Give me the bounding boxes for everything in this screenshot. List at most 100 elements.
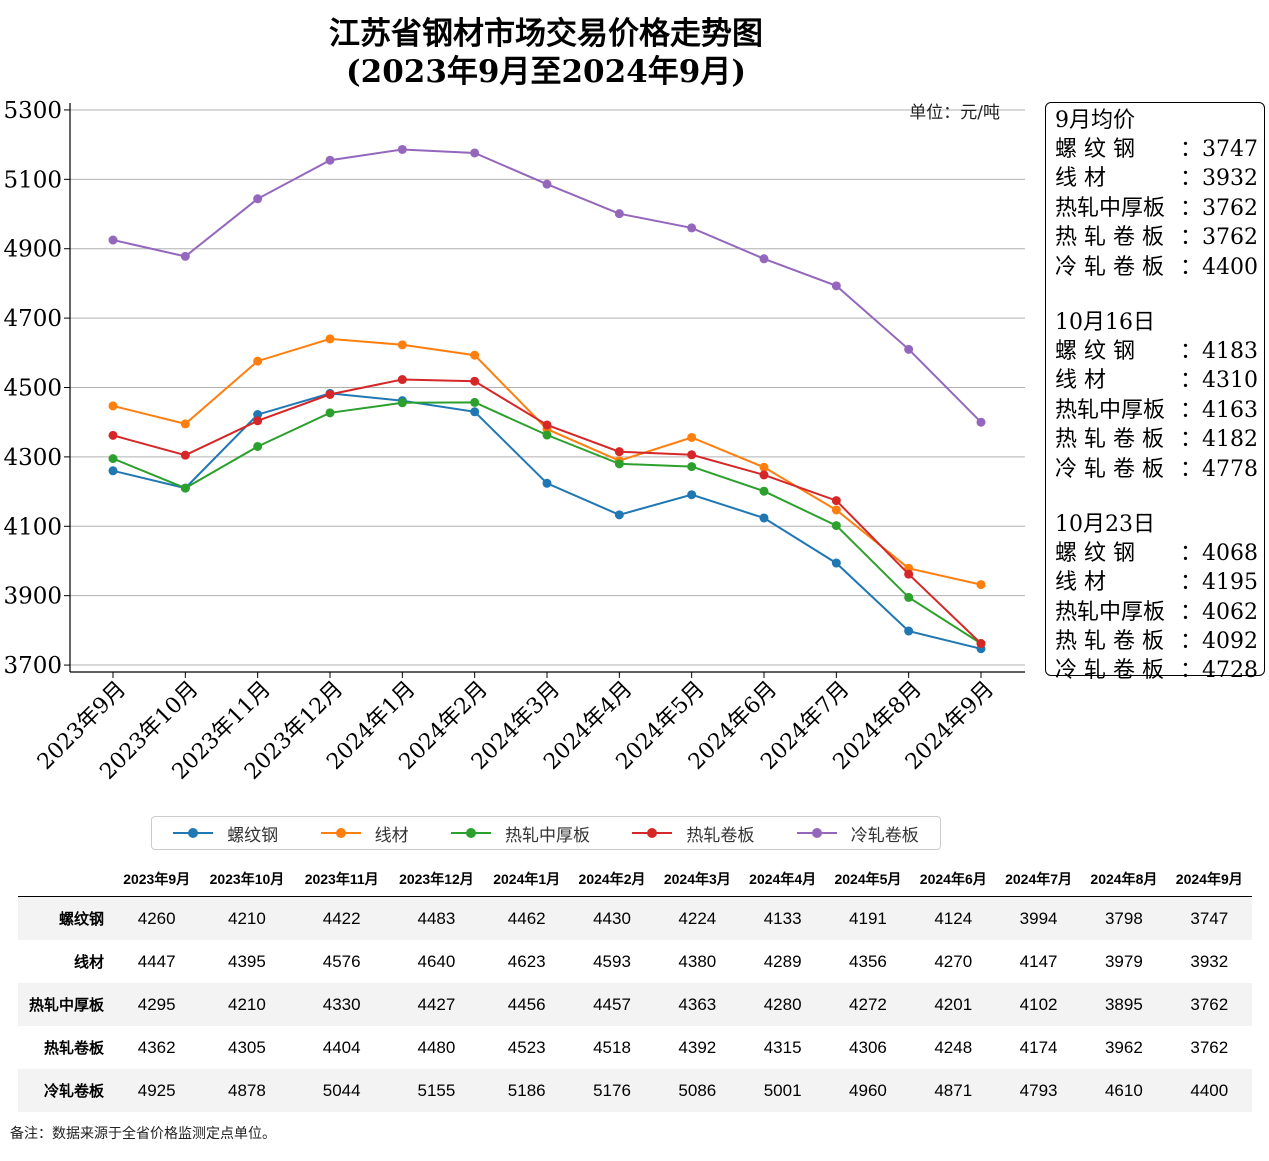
table-cell: 5044 — [322, 1080, 361, 1100]
info-label: 线 材 — [1055, 166, 1106, 192]
table-cell: 4201 — [934, 994, 973, 1014]
table-cell: 5155 — [417, 1080, 456, 1100]
info-label: 热轧中厚板 — [1055, 195, 1166, 221]
table-cell: 4248 — [934, 1037, 973, 1057]
data-point — [180, 251, 190, 261]
legend-label: 冷轧卷板 — [850, 825, 919, 846]
table-cell: 3762 — [1190, 994, 1229, 1014]
table-cell: 4462 — [507, 908, 546, 928]
table-cell: 4480 — [417, 1037, 456, 1057]
info-section-header: 10月16日 — [1055, 309, 1155, 335]
data-point — [976, 580, 986, 590]
table-cell: 4640 — [417, 951, 456, 971]
info-value: ：4062 — [1180, 599, 1258, 625]
data-point — [542, 420, 552, 430]
data-point — [325, 155, 335, 165]
info-label: 螺 纹 钢 — [1055, 137, 1135, 162]
legend-swatch — [173, 828, 214, 838]
data-point — [687, 432, 697, 442]
table-cell: 4871 — [934, 1080, 973, 1100]
data-point — [397, 144, 407, 154]
table-cell: 4210 — [228, 908, 266, 928]
table-column-header: 2024年4月 — [749, 871, 817, 887]
table-cell: 3798 — [1104, 908, 1143, 928]
table-cell: 4356 — [849, 951, 887, 971]
table-cell: 4392 — [678, 1037, 717, 1057]
table-cell: 4878 — [228, 1080, 266, 1100]
info-row: 冷 轧 卷 板 ：4728 — [1055, 656, 1258, 685]
table-cell: 4280 — [763, 994, 802, 1014]
info-label: 热 轧 卷 板 — [1055, 225, 1164, 251]
info-value: ：4163 — [1180, 397, 1258, 423]
table-corner — [18, 862, 114, 897]
table-row: 螺纹钢 4260 4210 4422 4483 4462 4430 4224 4133 4191 4… — [18, 896, 1252, 940]
data-point — [904, 344, 914, 354]
table-cell: 4925 — [137, 1080, 176, 1100]
table-cell: 4224 — [678, 908, 717, 928]
data-point — [253, 194, 263, 204]
table-row-label: 线材 — [73, 954, 104, 971]
info-value: ：4728 — [1180, 658, 1258, 684]
table-cell: 4330 — [322, 994, 361, 1014]
y-tick-label: 4300 — [3, 445, 62, 471]
data-point — [470, 376, 480, 386]
table-cell: 4518 — [593, 1037, 631, 1057]
table-column-header: 2024年3月 — [663, 871, 731, 887]
info-row: 热轧中厚板 ：4163 — [1055, 396, 1258, 425]
data-point — [108, 235, 118, 245]
line-chart: 3700 3900 4100 4300 4500 4700 4900 5100 5300 单位：元… — [3, 98, 1025, 785]
price-data-table: 2023年9月 2023年10月 2023年11月 2023年12月 2024年1月 20… — [18, 862, 1252, 1112]
y-tick-label: 5300 — [3, 98, 62, 124]
table-column-header: 2024年7月 — [1005, 871, 1073, 887]
legend-item: 热轧卷板 — [632, 821, 754, 846]
unit-label: 单位：元/吨 — [909, 103, 1000, 123]
table-cell: 5086 — [678, 1080, 717, 1100]
info-row: 热轧中厚板 ：4062 — [1055, 598, 1258, 627]
table-column-header: 2024年2月 — [578, 871, 646, 887]
info-value: ：4195 — [1180, 570, 1258, 596]
chart-title: 江苏省钢材市场交易价格走势图 — [329, 16, 763, 52]
table-cell: 4610 — [1104, 1080, 1143, 1100]
info-row: 线 材 ：3932 — [1055, 164, 1258, 193]
data-point — [470, 407, 480, 417]
table-cell: 4210 — [228, 994, 266, 1014]
info-row: 热轧中厚板 ：3762 — [1055, 194, 1258, 223]
table-cell: 4270 — [934, 951, 973, 971]
info-label: 冷 轧 卷 板 — [1055, 658, 1164, 684]
data-point — [542, 179, 552, 189]
info-label: 冷 轧 卷 板 — [1055, 254, 1164, 280]
info-value: ：4400 — [1180, 254, 1258, 280]
table-cell: 3932 — [1190, 951, 1229, 971]
y-tick-label: 4100 — [3, 514, 62, 540]
info-value: ：4310 — [1180, 368, 1258, 394]
table-cell: 4124 — [934, 908, 973, 928]
info-value: ：3762 — [1180, 195, 1258, 221]
data-point — [397, 375, 407, 385]
data-point — [831, 496, 841, 506]
table-cell: 4483 — [417, 908, 456, 928]
table-row-label: 螺纹钢 — [58, 911, 104, 928]
data-point — [904, 626, 914, 636]
table-cell: 4362 — [137, 1037, 176, 1057]
table-cell: 4272 — [849, 994, 887, 1014]
table-row: 热轧卷板 4362 4305 4404 4480 4523 4518 4392 4315 4306… — [18, 1026, 1252, 1069]
data-point — [831, 521, 841, 531]
table-cell: 4427 — [417, 994, 456, 1014]
data-point — [253, 441, 263, 451]
y-tick-label: 4900 — [3, 237, 62, 263]
chart-legend: 螺纹钢 线材 热轧中厚板 热轧卷板 冷轧卷板 — [151, 816, 941, 850]
legend-swatch — [632, 828, 673, 838]
table-column-header: 2024年1月 — [493, 871, 561, 887]
data-point — [687, 450, 697, 460]
info-row: 螺 纹 钢 ：3747 — [1055, 135, 1258, 164]
table-cell: 4623 — [507, 951, 546, 971]
data-point — [542, 478, 552, 488]
table-cell: 4430 — [593, 908, 631, 928]
table-column-header: 2024年5月 — [834, 871, 902, 887]
data-point — [325, 408, 335, 418]
data-point — [687, 462, 697, 472]
table-header-row: 2023年9月 2023年10月 2023年11月 2023年12月 2024年1月 20… — [18, 862, 1252, 897]
table-cell: 4456 — [507, 994, 546, 1014]
data-point — [614, 209, 624, 219]
table-cell: 4960 — [849, 1080, 887, 1100]
